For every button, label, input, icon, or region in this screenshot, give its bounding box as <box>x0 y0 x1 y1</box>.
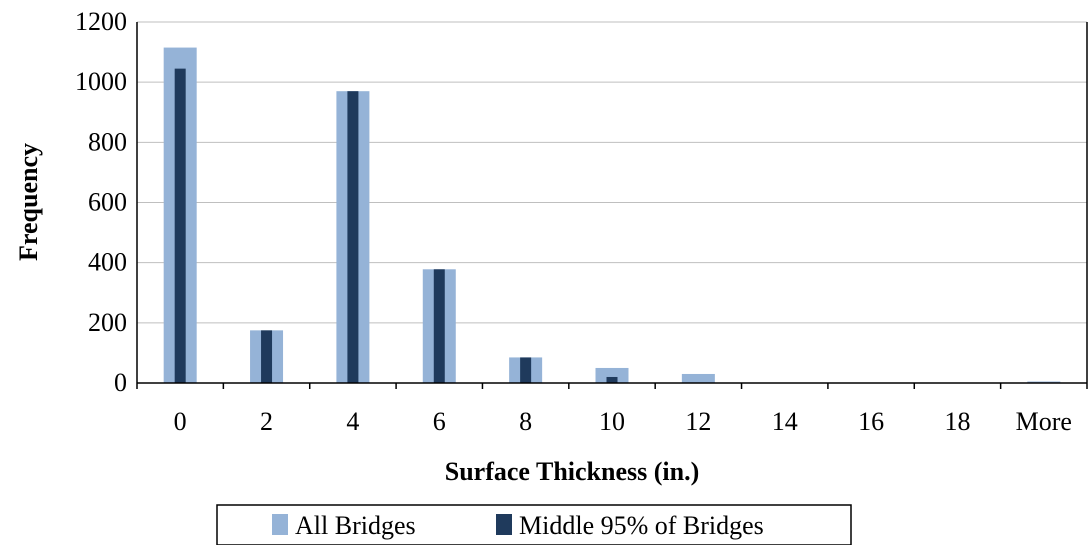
x-tick-label: 16 <box>858 407 884 436</box>
legend-swatch-middle-95 <box>496 514 512 535</box>
bar-all-bridges-12 <box>681 373 715 383</box>
x-tick-label: 6 <box>433 407 446 436</box>
x-tick-label: 2 <box>260 407 273 436</box>
y-tick-label: 1000 <box>75 67 127 96</box>
x-tick-label: 12 <box>685 407 711 436</box>
bar-middle-95-10 <box>606 376 618 383</box>
x-tick-label: 18 <box>944 407 970 436</box>
bar-middle-95-4 <box>347 91 359 384</box>
bar-all-bridges-10 <box>595 367 629 383</box>
gridlines <box>137 21 1087 324</box>
legend-label-all-bridges: All Bridges <box>295 511 416 540</box>
legend-label-middle-95: Middle 95% of Bridges <box>519 511 764 540</box>
bar-all-bridges-More <box>1027 381 1061 383</box>
y-axis-ticks: 0 200 400 600 800 1000 1200 <box>75 7 127 397</box>
bars <box>163 47 1061 384</box>
y-tick-label: 800 <box>88 127 127 156</box>
legend-swatch-all-bridges <box>272 514 288 535</box>
legend-box <box>216 504 852 545</box>
bar-middle-95-0 <box>174 68 186 384</box>
x-tick-label: 14 <box>772 407 798 436</box>
y-tick-label: 0 <box>114 368 127 397</box>
x-tick-label: 10 <box>599 407 625 436</box>
y-tick-label: 1200 <box>75 7 127 36</box>
x-tick-label: 8 <box>519 407 532 436</box>
x-tick-label: More <box>1016 407 1072 436</box>
legend: All Bridges Middle 95% of Bridges <box>216 504 852 545</box>
x-axis-title: Surface Thickness (in.) <box>445 457 700 486</box>
x-tick-label: 4 <box>346 407 359 436</box>
y-tick-label: 600 <box>88 188 127 217</box>
bar-middle-95-8 <box>520 357 532 383</box>
y-tick-label: 200 <box>88 308 127 337</box>
y-axis-title: Frequency <box>14 143 43 261</box>
x-axis-ticks: 0 2 4 6 8 10 12 14 16 18 More <box>136 383 1088 436</box>
x-tick-label: 0 <box>174 407 187 436</box>
bar-middle-95-2 <box>261 330 273 383</box>
bar-middle-95-6 <box>433 269 445 383</box>
y-tick-label: 400 <box>88 248 127 277</box>
